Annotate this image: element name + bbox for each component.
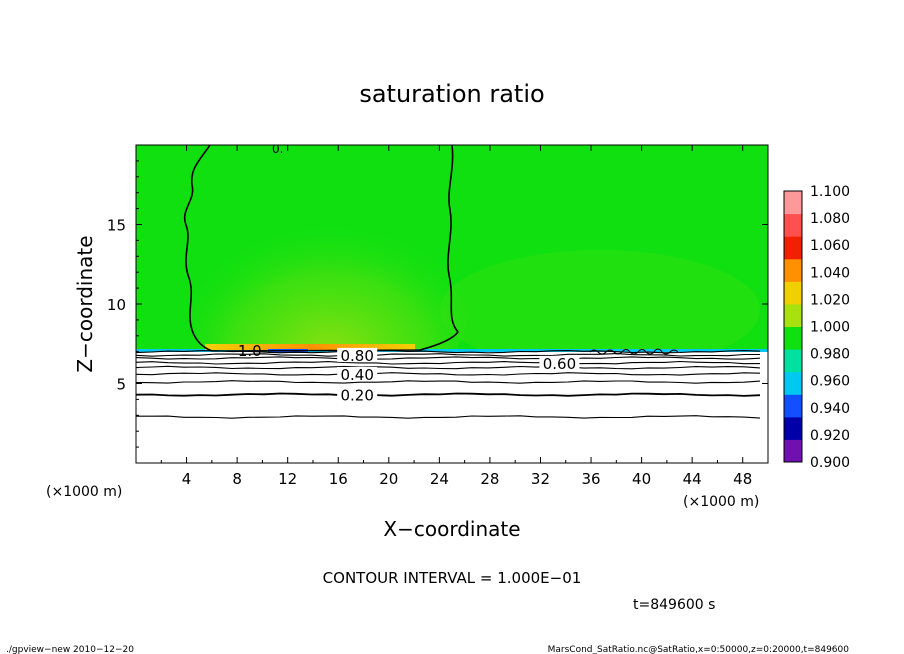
- colorbar-label: 0.980: [810, 347, 850, 363]
- contour-1.0-right: [419, 145, 460, 351]
- colorbar-label: 1.020: [810, 292, 850, 308]
- x-tick-label: 4: [182, 470, 192, 488]
- y-axis: 5 10 15: [107, 160, 768, 448]
- x-axis: 4 8 12 16 20 24 28 32 36 40 44 48: [160, 145, 752, 488]
- x-tick-label: 28: [480, 470, 499, 488]
- y-axis-label: Z−coordinate: [73, 235, 97, 372]
- contour-line: [136, 353, 760, 357]
- contour-label-bg: [337, 347, 378, 362]
- y-tick-label: 5: [116, 376, 126, 394]
- contour-1.0-wavy: [589, 348, 679, 355]
- colorbar-swatch: [784, 213, 802, 237]
- contour-labels: 1.0 0.80 0.60 0.40 0.20: [238, 342, 580, 405]
- x-axis-unit-left: (×1000 m): [46, 484, 122, 500]
- contour-label-bg: [337, 387, 378, 402]
- colorbar-label: 1.080: [810, 211, 850, 227]
- contour-line: [136, 360, 761, 365]
- x-tick-label: 48: [733, 470, 752, 488]
- x-tick-label: 44: [683, 470, 702, 488]
- time-label: t=849600 s: [633, 597, 715, 613]
- chart-title: saturation ratio: [359, 80, 544, 108]
- contour-label: 0.20: [340, 387, 373, 405]
- colorbar-swatch: [784, 326, 802, 350]
- contour-line: [136, 380, 761, 384]
- colorbar-swatch: [784, 416, 802, 440]
- contour-label: 0.40: [340, 366, 373, 384]
- colorbar-label: 0.920: [810, 428, 850, 444]
- contour-line: [136, 372, 761, 376]
- contour-label: 1.0: [238, 342, 262, 360]
- contour-line: [136, 392, 761, 397]
- colorbar-swatch: [784, 349, 802, 373]
- colorbar-swatch: [784, 191, 802, 215]
- colorbar-frame: [783, 190, 803, 463]
- contour-line: [136, 415, 761, 419]
- contour-label-bg: [337, 366, 378, 381]
- x-tick-label: 8: [232, 470, 242, 488]
- colorbar-swatch: [784, 439, 802, 463]
- supersaturation-patch-right: [440, 250, 760, 370]
- x-axis-unit-right: (×1000 m): [683, 494, 759, 510]
- colorbar: 0.900 0.920 0.940 0.960 0.980 1.000 1.020 1.040…: [783, 184, 850, 471]
- x-tick-label: 20: [379, 470, 398, 488]
- x-tick-label: 32: [531, 470, 550, 488]
- colorbar-label: 1.040: [810, 265, 850, 281]
- colorbar-swatch: [784, 258, 802, 282]
- footer-left-text: ./gpview−new 2010−12−20: [6, 645, 134, 654]
- colorbar-label: 0.940: [810, 401, 850, 417]
- colorbar-label: 1.100: [810, 184, 850, 200]
- contour-line: [136, 356, 761, 360]
- contour-line: [136, 365, 761, 370]
- cloud-base-band: [136, 349, 768, 352]
- field-lower: [136, 350, 768, 463]
- colorbar-label: 1.000: [810, 320, 850, 336]
- contour-label: 0.60: [543, 355, 576, 373]
- plot-area: 0. 1.0 0.80 0.60 0.40 0.20: [136, 142, 768, 463]
- contour-interval-text: CONTOUR INTERVAL = 1.000E−01: [323, 569, 582, 587]
- colorbar-swatch: [784, 236, 802, 260]
- x-tick-label: 24: [430, 470, 449, 488]
- x-tick-label: 16: [329, 470, 348, 488]
- contour-1.0-surface: [211, 349, 421, 352]
- contour-1.0-left: [183, 145, 213, 352]
- colorbar-label: 0.960: [810, 374, 850, 390]
- colorbar-swatch: [784, 371, 802, 395]
- colorbar-swatch: [784, 394, 802, 418]
- x-axis-label: X−coordinate: [383, 517, 520, 541]
- y-tick-label: 15: [107, 217, 126, 235]
- colorbar-swatch: [784, 281, 802, 305]
- colorbar-label: 0.900: [810, 455, 850, 471]
- supersaturated-band: [205, 344, 415, 350]
- colorbar-label: 1.060: [810, 238, 850, 254]
- x-tick-label: 40: [632, 470, 651, 488]
- contour-label: 0.80: [340, 347, 373, 365]
- x-tick-label: 36: [581, 470, 600, 488]
- contour-lines: [136, 350, 761, 419]
- colorbar-swatch: [784, 303, 802, 327]
- y-tick-label: 10: [107, 296, 126, 314]
- footer-right-text: MarsCond_SatRatio.nc@SatRatio,x=0:50000,…: [548, 645, 850, 654]
- x-tick-label: 12: [278, 470, 297, 488]
- contour-label-bg: [539, 355, 580, 370]
- contour-label-top: 0.: [272, 142, 283, 156]
